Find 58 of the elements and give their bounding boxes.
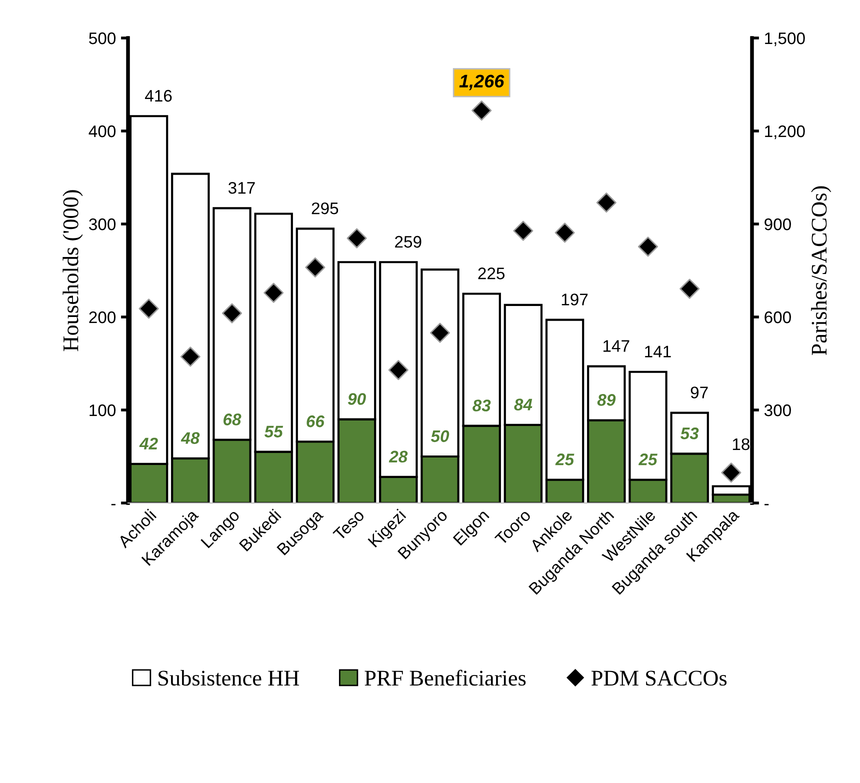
y-tick-label: 300 [89,218,116,230]
point [346,228,367,248]
total-label: 416 [145,90,172,102]
data-label: 48 [180,432,200,444]
data-label: 42 [139,438,158,450]
legend-label: PRF Beneficiaries [364,670,526,686]
point [430,322,450,343]
total-label: 18 [732,438,750,450]
legend-label: PDM SACCOs [592,670,727,686]
total-label: 147 [603,340,630,352]
x-tick-label: Teso [332,508,365,542]
y-tick-label: 400 [88,125,116,138]
total-label: 225 [478,268,505,280]
data-label: 84 [514,398,532,410]
point [721,462,742,483]
point [388,360,408,380]
y-tick-label: - [111,504,116,506]
data-label: 1,266 [459,74,504,90]
point [638,236,658,257]
data-label: 28 [388,450,408,463]
data-label: 50 [430,430,450,442]
y2-tick-label: 600 [764,311,791,324]
data-label: 89 [597,394,616,406]
data-label: 53 [680,428,699,440]
total-label: 295 [312,202,338,214]
data-label: 66 [306,415,325,428]
data-label: 90 [348,393,366,405]
data-label: 55 [264,426,284,438]
point [596,192,616,213]
y2-tick-label: 300 [764,404,791,416]
point [680,278,700,299]
total-label: 317 [228,182,255,194]
y-axis-title: Households ('000) [62,190,83,352]
data-label: 25 [638,454,658,466]
y2-tick-label: 1,200 [765,125,805,140]
y-tick-label: 200 [89,311,116,324]
point [513,220,534,241]
y2-tick-label: 900 [764,218,791,230]
point [264,282,284,303]
point [138,298,159,319]
data-label: 68 [224,414,242,426]
y2-tick-label: 1,500 [765,32,805,46]
total-label: 141 [645,346,671,358]
total-label: 97 [690,386,708,398]
data-label: 83 [472,400,491,412]
data-label: 25 [555,454,574,466]
point [222,303,242,324]
y-tick-label: 500 [89,32,116,44]
point [472,100,492,121]
point [554,222,575,243]
point [180,346,200,367]
point [305,257,326,278]
y2-tick-label: - [764,504,769,506]
total-label: 259 [395,236,422,248]
y-tick-label: 100 [90,404,116,416]
total-label: 197 [562,294,588,306]
legend-label: Subsistence HH [158,670,300,686]
y2-axis-title: Parishes/SACCOs) [811,186,832,356]
